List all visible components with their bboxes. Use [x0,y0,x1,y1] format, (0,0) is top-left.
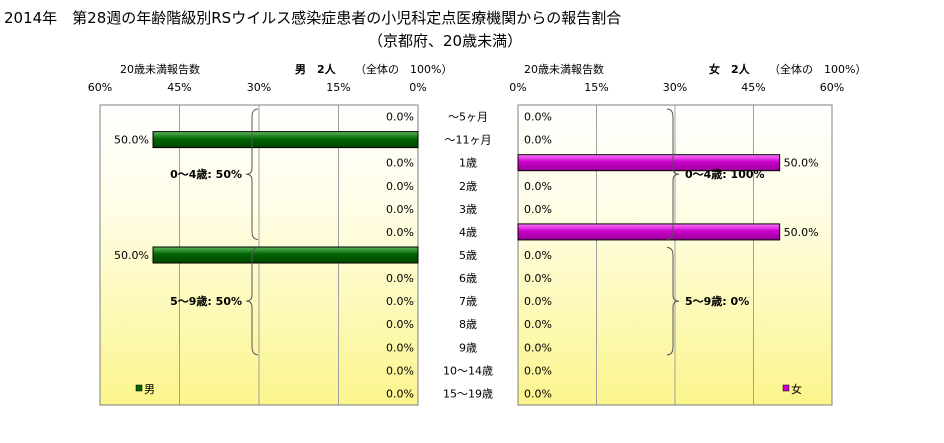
right-legend-swatch [782,384,790,392]
right-header-total-value: 女 2人 [709,63,750,76]
right-bar [517,223,781,241]
right-header-count-label: 20歳未満報告数 [524,63,604,76]
right-header-note: （全体の 100%） [769,63,867,76]
category-label: 5歳 [459,249,477,262]
right-data-label: 50.0% [784,226,819,239]
left-header-note: （全体の 100%） [355,63,453,76]
right-data-label: 0.0% [524,387,552,400]
right-axis-tick-label: 60% [820,81,844,94]
category-label: ～5ヶ月 [448,111,488,124]
left-data-label: 0.0% [386,180,414,193]
category-label: 6歳 [459,272,477,285]
right-data-label: 0.0% [524,318,552,331]
right-data-label: 0.0% [524,203,552,216]
left-data-label: 0.0% [386,295,414,308]
left-data-label: 0.0% [386,226,414,239]
left-axis-tick-label: 0% [409,81,426,94]
category-label: 2歳 [459,180,477,193]
left-annotation-label: 5～9歳: 50% [170,294,242,308]
right-data-label: 0.0% [524,111,552,124]
right-brace [666,108,680,240]
category-label: 8歳 [459,318,477,331]
left-brace [245,108,259,240]
left-data-label: 0.0% [386,157,414,170]
left-data-label: 0.0% [386,111,414,124]
right-data-label: 0.0% [524,364,552,377]
right-data-label: 0.0% [524,295,552,308]
right-data-label: 0.0% [524,249,552,262]
chart-title: 2014年 第28週の年齢階級別RSウイルス感染症患者の小児科定点医療機関からの… [4,9,622,27]
right-data-label: 50.0% [784,157,819,170]
right-plot-border [517,104,833,406]
left-data-label: 0.0% [386,318,414,331]
right-axis-tick-label: 0% [509,81,526,94]
left-data-label: 50.0% [114,134,149,147]
right-brace [666,246,680,356]
category-label: 4歳 [459,226,477,239]
left-bar [152,246,419,264]
left-axis-tick-label: 60% [88,81,112,94]
category-label: 7歳 [459,295,477,308]
right-bar [517,154,781,172]
right-data-label: 0.0% [524,272,552,285]
left-axis-tick-label: 30% [247,81,271,94]
right-legend-label: 女 [791,382,802,396]
right-header-total: 女 2人 [709,61,750,77]
right-axis-tick-label: 30% [663,81,687,94]
right-annotation-label: 5～9歳: 0% [685,294,749,308]
left-legend-label: 男 [144,383,155,396]
left-brace [245,246,259,356]
left-bar [152,131,419,149]
left-axis-tick-label: 45% [167,81,191,94]
right-data-label: 0.0% [524,134,552,147]
left-data-label: 0.0% [386,272,414,285]
category-label: 15～19歳 [443,387,493,400]
category-label: 10～14歳 [443,364,493,377]
right-data-label: 0.0% [524,341,552,354]
category-label: ～11ヶ月 [445,134,492,147]
left-axis-tick-label: 15% [326,81,350,94]
category-label: 1歳 [459,157,477,170]
left-header-total-value: 男 2人 [295,63,336,76]
left-data-label: 50.0% [114,249,149,262]
right-data-label: 0.0% [524,180,552,193]
category-label: 9歳 [459,341,477,354]
left-data-label: 0.0% [386,341,414,354]
left-annotation-label: 0～4歳: 50% [170,167,242,181]
right-axis-tick-label: 15% [584,81,608,94]
left-data-label: 0.0% [386,387,414,400]
right-axis-tick-label: 45% [741,81,765,94]
right-annotation-label: 0～4歳: 100% [685,167,765,181]
left-header-count-label: 20歳未満報告数 [120,63,200,76]
category-label: 3歳 [459,203,477,216]
left-data-label: 0.0% [386,203,414,216]
left-legend-swatch [135,384,143,392]
chart-subtitle: （京都府、20歳未満） [368,32,523,50]
left-header-total: 男 2人 [295,61,336,77]
left-data-label: 0.0% [386,364,414,377]
